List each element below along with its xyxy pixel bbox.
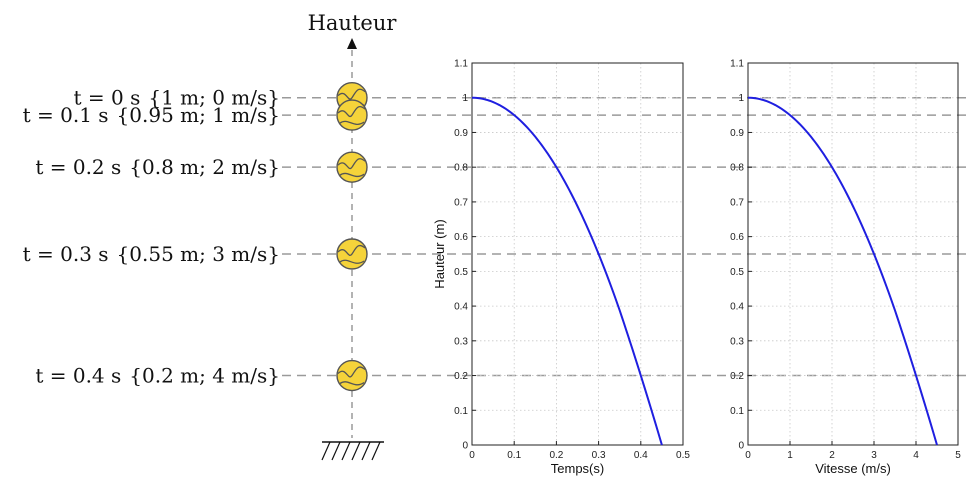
- y-tick-label: 0.2: [730, 371, 744, 382]
- y-tick-label: 0.6: [730, 232, 744, 243]
- frame-label: t = 0.4 s {0.2 m; 4 m/s}: [35, 364, 280, 388]
- y-tick-label: 0.2: [454, 371, 468, 382]
- ball-icon: [336, 359, 368, 392]
- ground-hatching: [321, 441, 384, 461]
- x-tick-label: 0.5: [676, 450, 690, 461]
- y-tick-label: 0.1: [730, 406, 744, 417]
- frame-label: t = 0.2 s {0.8 m; 2 m/s}: [35, 155, 280, 179]
- x-tick-label: 0.2: [549, 450, 563, 461]
- y-tick-label: 0.8: [454, 163, 468, 174]
- y-axis-label: Hauteur (m): [432, 219, 447, 288]
- y-tick-label: 0.8: [730, 163, 744, 174]
- y-tick-label: 0.4: [454, 302, 468, 313]
- x-tick-label: 5: [955, 450, 961, 461]
- y-tick-label: 1: [462, 93, 468, 104]
- frame-state-label: {0.55 m; 3 m/s}: [117, 242, 280, 266]
- y-tick-label: 0.3: [454, 336, 468, 347]
- frame-time-label: t = 0.4 s: [35, 364, 121, 388]
- y-tick-label: 0.7: [730, 197, 744, 208]
- x-tick-label: 0.1: [507, 450, 521, 461]
- x-axis-label: Temps(s): [551, 461, 604, 476]
- x-tick-label: 0: [469, 450, 475, 461]
- ball-frames: t = 0 s {1 m; 0 m/s} t = 0.1 s {0.95 m; 1 m…: [23, 82, 368, 392]
- frame-state-label: {0.8 m; 2 m/s}: [129, 155, 280, 179]
- y-tick-label: 1: [738, 93, 744, 104]
- frame-time-label: t = 0.3 s: [23, 242, 109, 266]
- height-vs-time-chart: 0 0.1 0.2 0.3 0.4 0.5 0 0.1 0.2 0.3 0.4 0.5 0.6 0.7 0.…: [432, 59, 690, 477]
- y-tick-label: 0.7: [454, 197, 468, 208]
- y-tick-label: 1.1: [454, 59, 468, 70]
- y-tick-label: 1.1: [730, 59, 744, 70]
- y-tick-label: 0.3: [730, 336, 744, 347]
- y-tick-label: 0.5: [730, 267, 744, 278]
- y-tick-label: 0.6: [454, 232, 468, 243]
- y-tick-label: 0.1: [454, 406, 468, 417]
- x-tick-label: 2: [829, 450, 835, 461]
- series-line: [471, 96, 663, 446]
- plot-frame: [747, 62, 959, 446]
- y-tick-label: 0.4: [730, 302, 744, 313]
- x-tick-label: 0.3: [592, 450, 606, 461]
- x-tick-label: 3: [871, 450, 877, 461]
- x-tick-label: 0: [745, 450, 751, 461]
- frame-label: t = 0.3 s {0.55 m; 3 m/s}: [23, 242, 280, 266]
- x-tick-label: 1: [787, 450, 793, 461]
- frame-label: t = 0 s {1 m; 0 m/s}: [74, 86, 281, 110]
- x-axis-label: Vitesse (m/s): [815, 461, 891, 476]
- plot-frame: [471, 62, 684, 446]
- ball-icon: [336, 99, 368, 131]
- y-tick-label: 0.5: [454, 267, 468, 278]
- ball-icon: [336, 238, 368, 270]
- series-line: [747, 96, 938, 446]
- height-axis-title: Hauteur: [308, 11, 398, 35]
- x-tick-label: 0.4: [634, 450, 648, 461]
- y-tick-label: 0.9: [730, 128, 744, 139]
- frame-time-label: t = 0.1 s: [23, 103, 109, 127]
- y-tick-label: 0: [738, 441, 744, 452]
- frame-state-label: {1 m; 0 m/s}: [148, 86, 280, 110]
- ball-icon: [336, 151, 368, 183]
- y-tick-label: 0.9: [454, 128, 468, 139]
- frame-label: t = 0.1 s {0.95 m; 1 m/s}: [23, 103, 280, 127]
- frame-state-label: {0.95 m; 1 m/s}: [117, 103, 280, 127]
- y-tick-label: 0: [462, 441, 468, 452]
- frame-state-label: {0.2 m; 4 m/s}: [129, 364, 280, 388]
- fall-diagram: Hauteur t = 0 s {1 m; 0 m/s} t = 0.1 s {0.9…: [23, 11, 971, 461]
- frame-time-label: t = 0 s: [74, 86, 141, 110]
- height-axis-arrowhead: [347, 38, 357, 49]
- height-vs-speed-chart: 0 1 2 3 4 5 0 0.1 0.2 0.3 0.4 0.5 0.6 0.7 0.8 0.9 1 1.1 Vi…: [730, 59, 961, 477]
- frame-time-label: t = 0.2 s: [35, 155, 121, 179]
- x-tick-label: 4: [913, 450, 919, 461]
